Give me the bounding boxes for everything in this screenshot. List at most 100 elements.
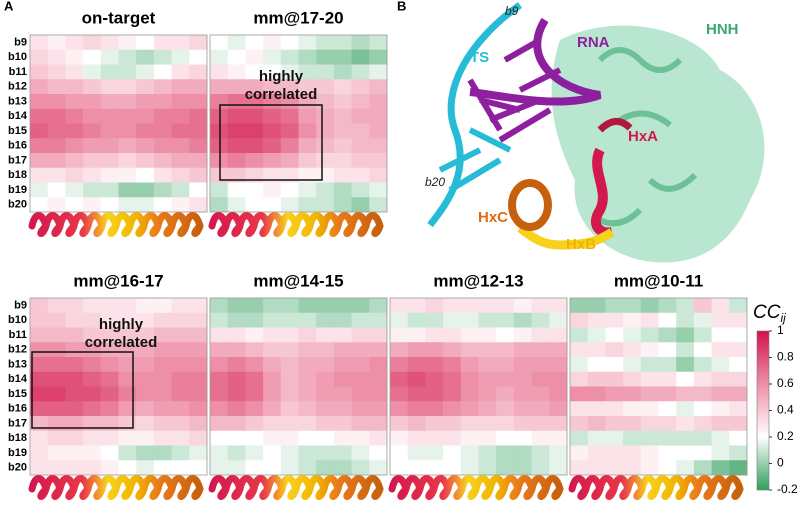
heatmap-cell xyxy=(263,445,282,461)
heatmap-cell xyxy=(711,430,730,446)
heatmap-cell xyxy=(280,401,299,417)
heatmap-cell xyxy=(460,298,479,314)
heatmap-cell xyxy=(30,123,49,139)
heatmap-cell xyxy=(100,416,119,432)
heatmap-cell xyxy=(47,416,66,432)
heatmap-cell xyxy=(333,401,353,417)
heatmap-cell xyxy=(549,386,568,402)
heatmap-cell xyxy=(171,94,190,110)
heatmap-cell xyxy=(711,401,730,417)
heatmap-cell xyxy=(605,416,624,432)
heatmap-cell xyxy=(263,357,282,373)
heatmap-cell xyxy=(118,416,137,432)
heatmap-cell xyxy=(227,327,246,343)
heatmap-cell xyxy=(100,182,119,198)
heatmap-cell xyxy=(570,327,589,343)
heatmap-cell xyxy=(425,401,444,417)
heatmap-cell xyxy=(263,79,282,95)
heatmap-cell xyxy=(227,35,246,51)
heatmap-cell xyxy=(227,108,246,124)
heatmap-cell xyxy=(623,445,642,461)
heatmap-cell xyxy=(171,357,190,373)
heatmap-cell xyxy=(100,35,119,51)
heatmap-cell xyxy=(47,167,66,183)
heatmap-cell xyxy=(570,298,589,314)
heatmap-cell xyxy=(549,357,568,373)
heatmap-cell xyxy=(118,312,137,328)
heatmap-cell xyxy=(605,386,624,402)
heatmap-cell xyxy=(605,430,624,446)
heatmap-cell xyxy=(298,197,317,213)
heatmap-cell xyxy=(587,430,606,446)
heatmap-cell xyxy=(263,182,282,198)
heatmap-cell xyxy=(227,64,246,80)
heatmap-cell xyxy=(263,342,282,358)
heatmap-cell xyxy=(623,327,642,343)
heatmap-cell xyxy=(351,342,370,358)
row-label: b9 xyxy=(14,299,27,311)
colorbar-label-sub: ij xyxy=(780,311,786,325)
heatmap-cell xyxy=(100,401,119,417)
heatmap-cell xyxy=(351,197,370,213)
heatmap-cell xyxy=(65,167,84,183)
heatmap-cell xyxy=(587,445,606,461)
row-label: b20 xyxy=(8,462,27,474)
heatmap-cell xyxy=(496,298,515,314)
heatmap-cell xyxy=(513,357,533,373)
heatmap-cell xyxy=(443,312,462,328)
heatmap-cell xyxy=(298,123,317,139)
heatmap-cell xyxy=(333,460,353,476)
heatmap-cell xyxy=(316,108,335,124)
heatmap-cell xyxy=(496,445,515,461)
heatmap-cell xyxy=(460,357,479,373)
heatmap-cell xyxy=(425,460,444,476)
heatmap-cell xyxy=(30,298,49,314)
heatmap-cell xyxy=(316,445,335,461)
heatmap-cell xyxy=(298,371,317,387)
heatmap-cell xyxy=(30,167,49,183)
colorbar-label: CCij xyxy=(753,302,786,325)
heatmap-cell xyxy=(316,357,335,373)
heatmap-cell xyxy=(693,357,713,373)
heatmap-cell xyxy=(658,386,677,402)
heatmap-cell xyxy=(443,386,462,402)
colorbar-tick-label: 0.2 xyxy=(777,429,794,443)
heatmap-cell xyxy=(333,64,353,80)
heatmap-cell xyxy=(298,327,317,343)
heatmap-cell xyxy=(351,386,370,402)
heatmap-cell xyxy=(245,197,264,213)
heatmap-cell xyxy=(333,197,353,213)
heatmap-cell xyxy=(118,35,137,51)
heatmap-cell xyxy=(729,327,748,343)
heatmap-cell xyxy=(100,430,119,446)
heatmap-cell xyxy=(83,35,102,51)
heatmap-cell xyxy=(693,327,713,343)
heatmap-cell xyxy=(136,386,155,402)
row-label: b17 xyxy=(8,417,27,429)
heatmap-cell xyxy=(189,342,208,358)
heatmap-cell xyxy=(298,64,317,80)
heatmap-cell xyxy=(351,108,370,124)
heatmap-cell xyxy=(623,312,642,328)
heatmap-cell xyxy=(513,430,533,446)
heatmap-cell xyxy=(100,342,119,358)
heatmap-cell xyxy=(605,371,624,387)
panel-label: B xyxy=(397,0,406,13)
heatmap-cell xyxy=(390,371,409,387)
heatmap-cell xyxy=(263,153,282,169)
heatmap-cell xyxy=(549,430,568,446)
colorbar-tick-label: 0.8 xyxy=(777,350,794,364)
heatmap-cell xyxy=(549,460,568,476)
heatmap-cell xyxy=(351,123,370,139)
panel-frame xyxy=(29,297,208,476)
heatmap-cell xyxy=(118,94,137,110)
heatmap-cell xyxy=(460,445,479,461)
heatmap-cell xyxy=(693,342,713,358)
heatmap-cell xyxy=(369,108,388,124)
heatmap-cell xyxy=(189,357,208,373)
heatmap-cell xyxy=(658,430,677,446)
heatmap-cell xyxy=(460,342,479,358)
heatmap-cell xyxy=(263,35,282,51)
heatmap-cell xyxy=(136,79,155,95)
